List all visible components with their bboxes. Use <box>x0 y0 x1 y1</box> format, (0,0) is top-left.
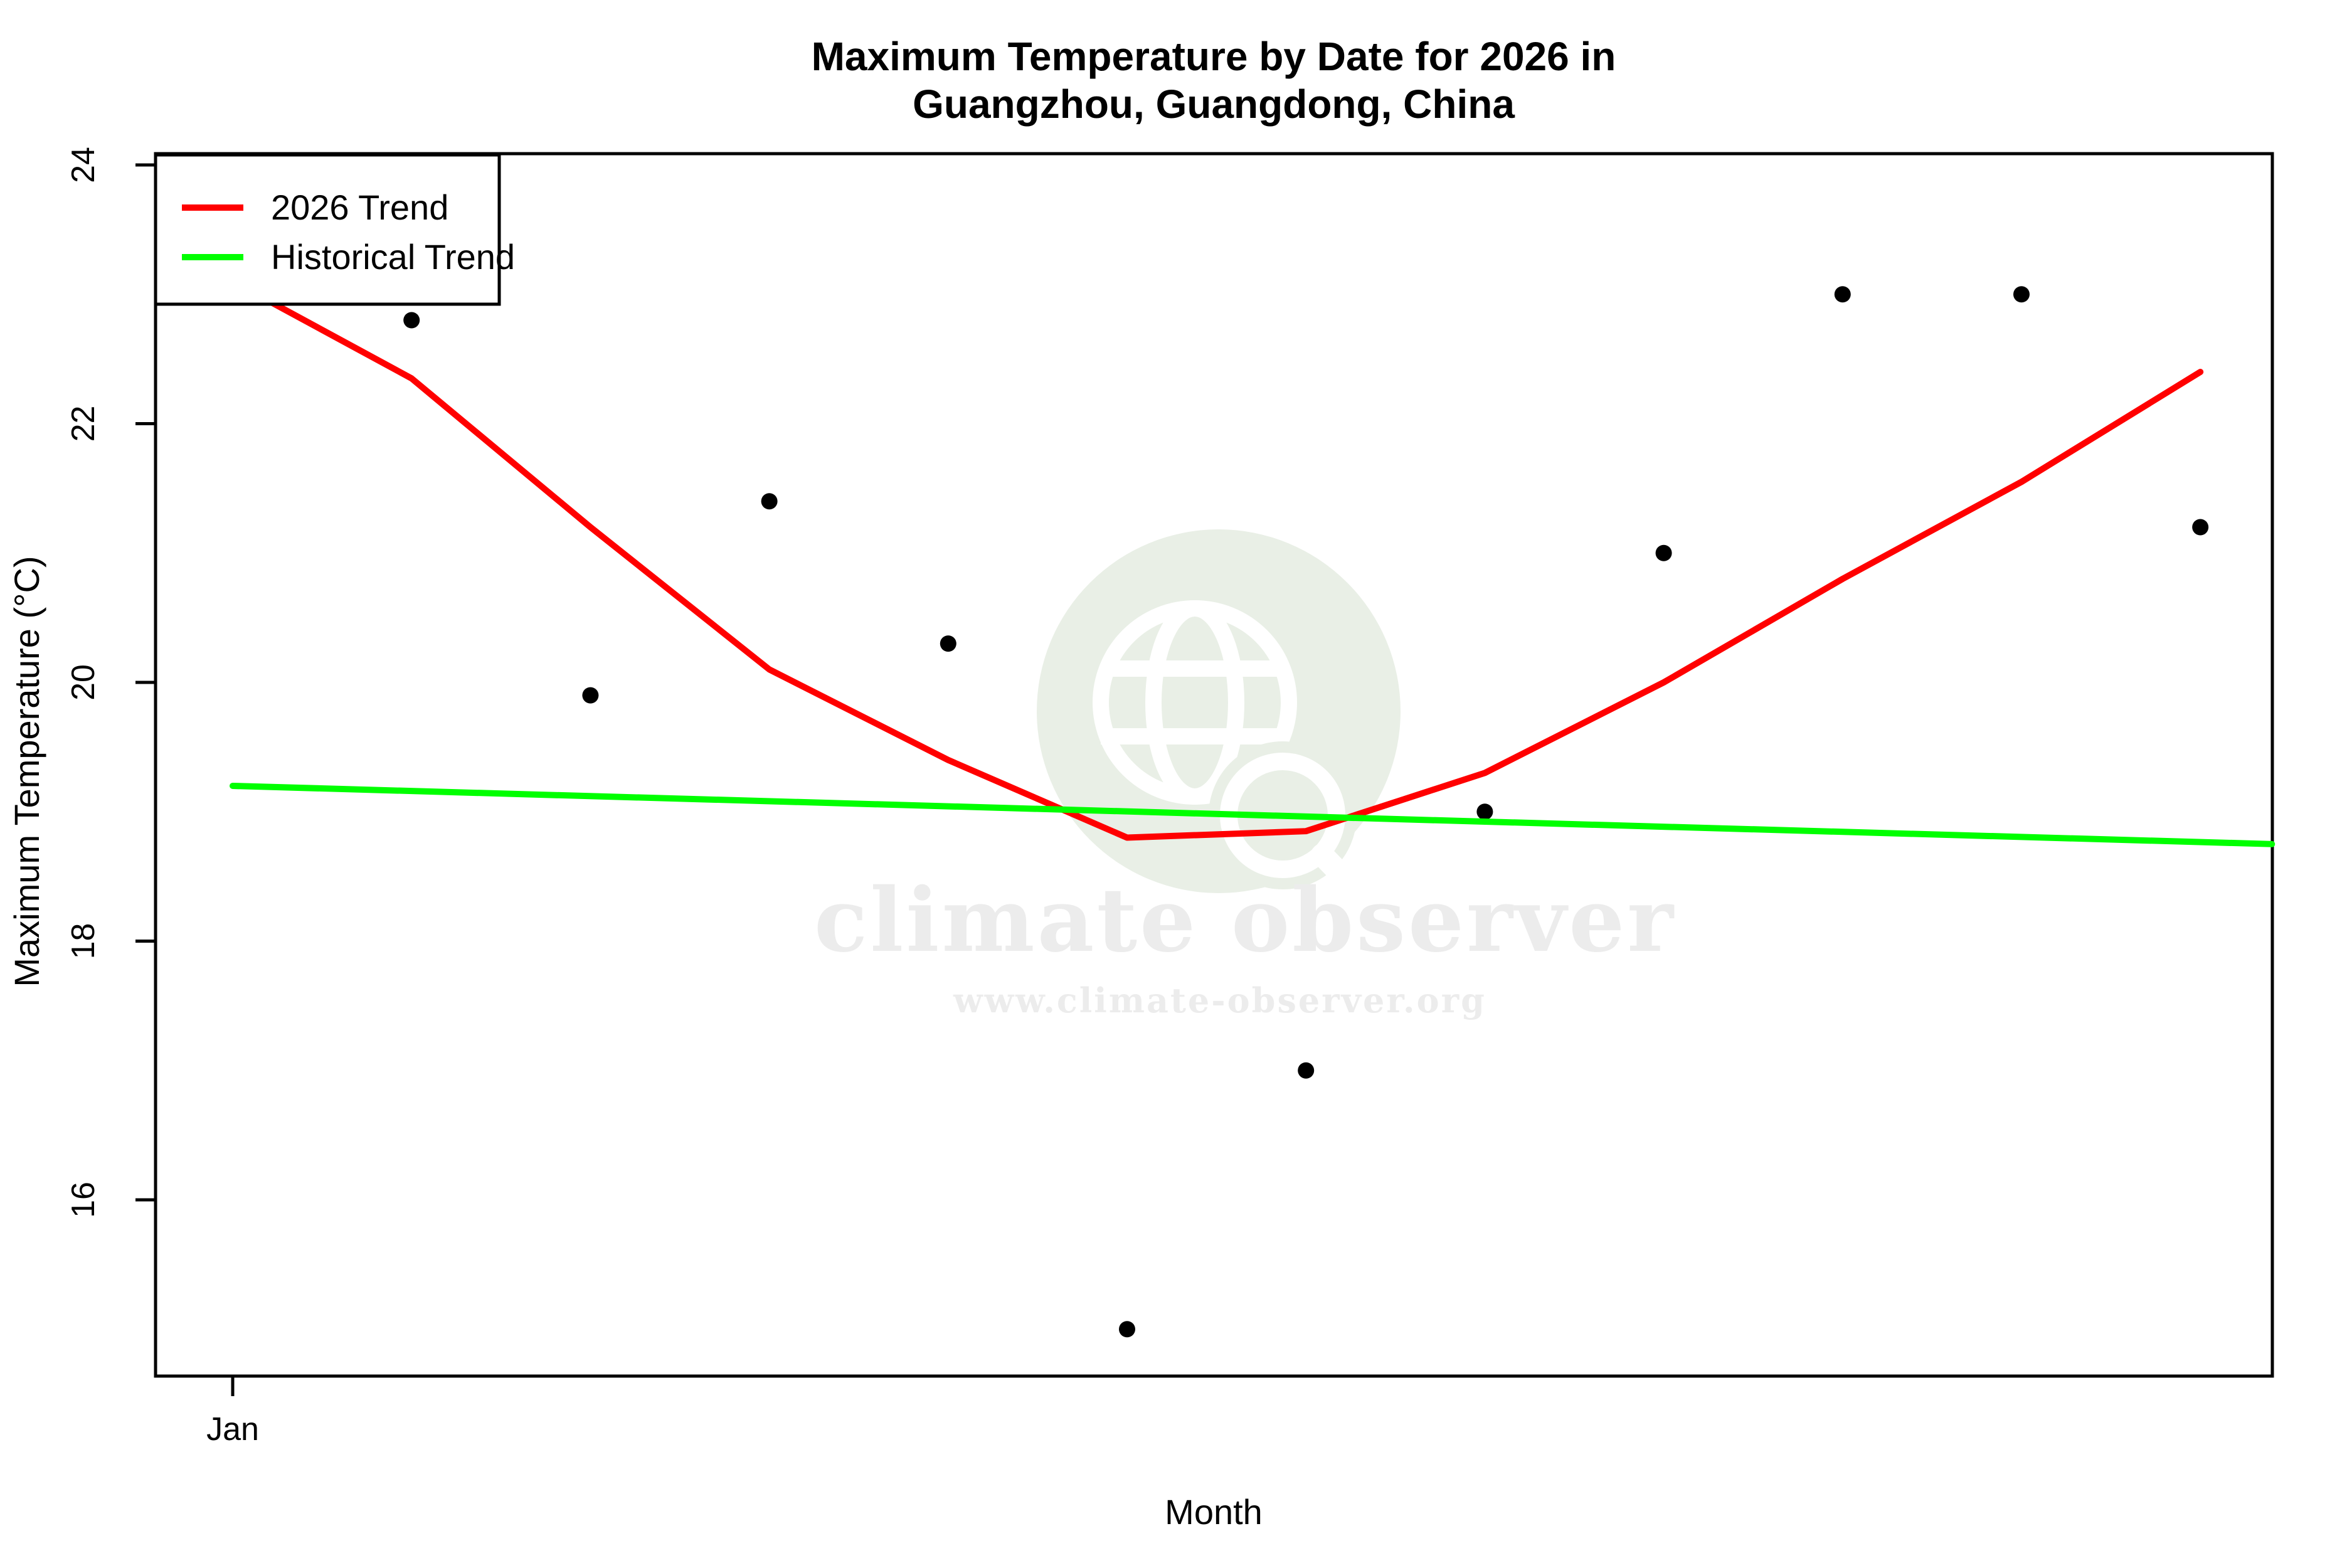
trend-lines <box>230 278 2275 847</box>
data-point <box>1834 286 1851 303</box>
data-point <box>1298 1062 1315 1079</box>
globe-magnifier-icon <box>1037 529 1401 909</box>
plot-border <box>154 152 2274 1378</box>
chart-title-line1: Maximum Temperature by Date for 2026 in <box>812 34 1616 79</box>
y-tick-label: 16 <box>65 1182 102 1218</box>
x-axis-ticks: Jan <box>206 1376 259 1448</box>
data-point <box>1655 544 1672 561</box>
data-point <box>2013 286 2030 303</box>
y-tick-label: 18 <box>65 923 102 960</box>
globe-meridian <box>1145 600 1244 805</box>
legend-label-historical-trend: Historical Trend <box>271 237 515 277</box>
legend-label-2026-trend: 2026 Trend <box>271 188 448 227</box>
y-axis-ticks: 16 18 20 22 24 <box>65 147 156 1218</box>
watermark-url-text: www.climate-observer.org <box>953 980 1486 1020</box>
data-point <box>403 312 420 329</box>
data-point <box>940 635 956 652</box>
legend-box <box>154 153 501 306</box>
y-tick-label: 22 <box>65 406 102 442</box>
y-tick-label: 20 <box>65 664 102 701</box>
x-axis-label: Month <box>1165 1492 1263 1532</box>
data-point <box>761 493 778 510</box>
trend-line-2026-trend <box>230 278 2204 841</box>
watermark-brand-text: climate observer <box>814 869 1676 972</box>
magnifier-handle <box>1311 844 1375 909</box>
y-tick-label: 24 <box>65 147 102 183</box>
data-point <box>582 687 599 704</box>
trend-line-historical-trend <box>230 783 2275 847</box>
data-point <box>2192 519 2209 536</box>
watermark: climate observer www.climate-observer.or… <box>814 529 1676 1020</box>
data-point <box>1476 803 1493 820</box>
scatter-points <box>403 286 2209 1338</box>
y-axis-label: Maximum Temperature (°C) <box>7 556 46 987</box>
chart-title-line2: Guangzhou, Guangdong, China <box>913 82 1515 127</box>
legend: 2026 Trend Historical Trend <box>154 153 515 306</box>
x-tick-label: Jan <box>206 1411 259 1448</box>
data-point <box>1119 1321 1135 1338</box>
